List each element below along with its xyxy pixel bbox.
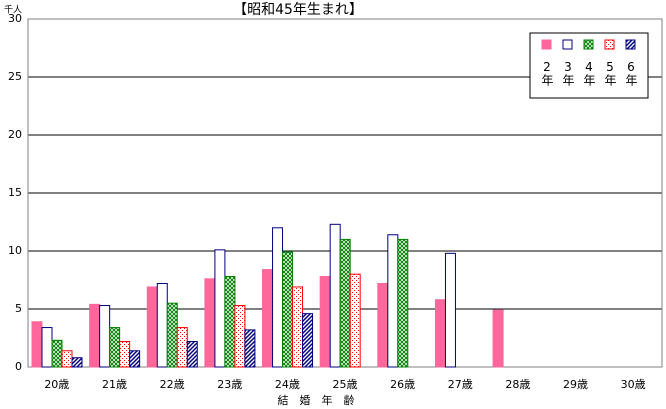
bar bbox=[492, 309, 504, 368]
x-tick-label: 22歳 bbox=[160, 378, 185, 391]
bar bbox=[397, 238, 409, 368]
bar bbox=[349, 273, 361, 368]
bar bbox=[61, 350, 73, 368]
y-unit: 千人 bbox=[4, 5, 22, 16]
x-tick-label: 23歳 bbox=[217, 378, 242, 391]
bar bbox=[262, 269, 274, 368]
x-tick-label: 20歳 bbox=[44, 378, 69, 391]
bar bbox=[444, 252, 456, 368]
bar bbox=[204, 278, 216, 368]
bar bbox=[319, 276, 331, 368]
legend-swatch bbox=[583, 39, 594, 50]
bar bbox=[302, 313, 314, 368]
bar bbox=[186, 340, 198, 368]
legend-swatch bbox=[604, 39, 615, 50]
bar bbox=[129, 350, 141, 368]
x-tick-label: 26歳 bbox=[390, 378, 415, 391]
x-axis-title: 結 婚 年 齢 bbox=[278, 393, 355, 407]
x-tick-label: 29歳 bbox=[563, 378, 588, 391]
y-tick-label: 0 bbox=[15, 360, 22, 373]
bar bbox=[166, 302, 178, 368]
bar bbox=[146, 286, 158, 368]
bar bbox=[244, 329, 256, 368]
x-tick-label: 27歳 bbox=[448, 378, 473, 391]
x-tick-label: 24歳 bbox=[275, 378, 300, 391]
bar bbox=[282, 251, 294, 368]
bar bbox=[89, 303, 101, 368]
legend-swatch bbox=[625, 39, 636, 50]
bar bbox=[71, 357, 83, 368]
bar bbox=[214, 249, 226, 368]
legend-label: 5年 bbox=[603, 60, 617, 86]
bar bbox=[31, 321, 43, 368]
legend-swatch bbox=[541, 39, 552, 50]
chart-title: 【昭和45年生まれ】 bbox=[233, 2, 363, 18]
bar bbox=[176, 327, 188, 368]
bar bbox=[156, 282, 168, 368]
y-tick-label: 25 bbox=[8, 70, 22, 83]
x-tick-label: 28歳 bbox=[505, 378, 530, 391]
bar bbox=[387, 234, 399, 368]
legend-label: 4年 bbox=[582, 60, 596, 86]
bar bbox=[272, 227, 284, 368]
y-tick-label: 30 bbox=[8, 12, 22, 25]
bar bbox=[41, 327, 53, 368]
bar bbox=[329, 223, 341, 368]
y-tick-label: 5 bbox=[15, 302, 22, 315]
bar bbox=[109, 327, 121, 368]
y-tick-label: 20 bbox=[8, 128, 22, 141]
legend-swatch bbox=[562, 39, 573, 50]
legend-label: 2年 bbox=[540, 60, 554, 86]
y-tick-label: 15 bbox=[8, 186, 22, 199]
x-tick-label: 21歳 bbox=[102, 378, 127, 391]
bar bbox=[51, 339, 63, 368]
bar bbox=[234, 305, 246, 368]
legend-label: 6年 bbox=[624, 60, 638, 86]
bar bbox=[377, 282, 389, 368]
bar bbox=[119, 340, 131, 368]
bar bbox=[99, 305, 111, 368]
y-tick-label: 10 bbox=[8, 244, 22, 257]
bar bbox=[292, 286, 304, 368]
legend-label: 3年 bbox=[561, 60, 575, 86]
bar bbox=[434, 299, 446, 368]
bar bbox=[339, 238, 351, 368]
x-tick-label: 25歳 bbox=[333, 378, 358, 391]
x-tick-label: 30歳 bbox=[621, 378, 646, 391]
bar bbox=[224, 276, 236, 368]
